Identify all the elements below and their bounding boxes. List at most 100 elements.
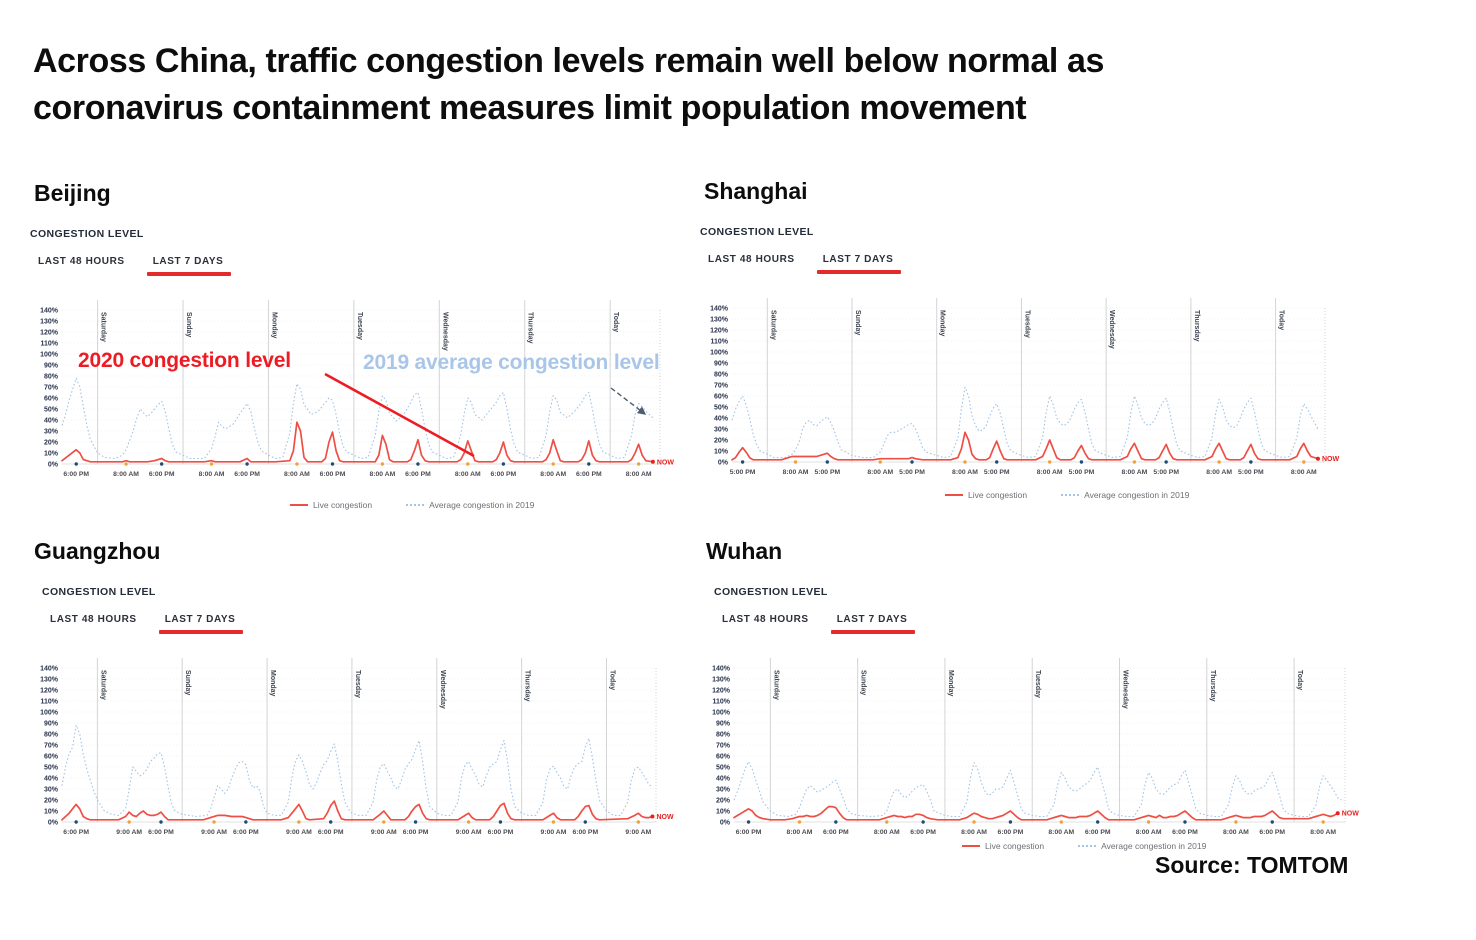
- tab-last-48-hours[interactable]: LAST 48 HOURS: [708, 254, 795, 265]
- pm-marker-dot-icon: [746, 820, 751, 824]
- y-tick-label: 60%: [714, 393, 729, 400]
- x-time-label: 6:00 PM: [491, 471, 517, 478]
- pm-marker-dot-icon: [1270, 820, 1274, 824]
- am-marker-dot-icon: [972, 820, 976, 824]
- am-marker-dot-icon: [885, 820, 889, 824]
- tab-last-48-hours[interactable]: LAST 48 HOURS: [722, 614, 809, 625]
- y-tick-label: 140%: [712, 665, 731, 672]
- x-time-label: 5:00 PM: [899, 469, 925, 476]
- tab-last-7-days[interactable]: LAST 7 DAYS: [823, 254, 894, 274]
- now-label: NOW: [1322, 456, 1340, 463]
- x-time-label: 8:00 AM: [787, 829, 813, 836]
- legend-live-congestion: Live congestion: [945, 490, 1027, 500]
- y-tick-label: 90%: [44, 720, 59, 727]
- pm-marker-dot-icon: [587, 462, 591, 466]
- y-tick-label: 50%: [44, 406, 59, 413]
- day-label: Monday: [947, 670, 954, 697]
- x-time-label: 8:00 AM: [1206, 469, 1232, 476]
- beijing-panel: Beijing CONGESTION LEVEL LAST 48 HOURS L…: [28, 180, 738, 540]
- pm-marker-dot-icon: [74, 462, 78, 466]
- wuhan-panel: Wuhan CONGESTION LEVEL LAST 48 HOURS LAS…: [700, 538, 1410, 898]
- now-marker-icon: [1335, 811, 1340, 816]
- y-tick-label: 100%: [40, 709, 59, 716]
- y-tick-label: 130%: [712, 676, 731, 683]
- x-time-label: 8:00 AM: [867, 469, 893, 476]
- pm-marker-dot-icon: [1164, 460, 1168, 464]
- x-time-label: 6:00 PM: [405, 471, 431, 478]
- x-time-label: 6:00 PM: [1172, 829, 1198, 836]
- city-title-beijing: Beijing: [34, 180, 111, 206]
- source-attribution: Source: TOMTOM: [1155, 852, 1349, 878]
- am-marker-dot-icon: [551, 462, 555, 466]
- am-marker-dot-icon: [466, 462, 470, 466]
- y-tick-label: 30%: [716, 786, 731, 793]
- y-tick-label: 0%: [720, 819, 731, 826]
- guangzhou-chart-svg: 140% 130% 120% 110% 100% 90% 80% 70% 60% 50% 40% 30…: [40, 658, 674, 836]
- day-label: Tuesday: [354, 670, 361, 698]
- am-marker-dot-icon: [466, 820, 471, 824]
- x-time-label: 6:00 PM: [63, 471, 89, 478]
- day-label: Today: [1278, 310, 1285, 330]
- y-tick-label: 100%: [712, 709, 731, 716]
- y-tick-label: 50%: [44, 764, 59, 771]
- wuhan-chart-canvas: 140% 130% 120% 110% 100% 90% 80% 70% 60% 50% 40% 30…: [700, 658, 1410, 848]
- y-tick-label: 10%: [716, 808, 731, 815]
- pm-marker-dot-icon: [910, 460, 914, 464]
- y-tick-label: 60%: [44, 395, 59, 402]
- day-label: Wednesday: [1108, 310, 1115, 349]
- y-tick-label: 110%: [40, 698, 58, 705]
- live-congestion-line: [61, 800, 654, 821]
- day-label: Today: [1296, 670, 1303, 690]
- y-tick-label: 80%: [714, 371, 729, 378]
- congestion-level-label: CONGESTION LEVEL: [30, 228, 144, 240]
- avg-2019-congestion-line: [731, 386, 1319, 459]
- guangzhou-panel: Guangzhou CONGESTION LEVEL LAST 48 HOURS…: [28, 538, 738, 898]
- y-tick-label: 130%: [710, 316, 729, 323]
- tab-last-7-days[interactable]: LAST 7 DAYS: [837, 614, 908, 634]
- tab-last-48-hours[interactable]: LAST 48 HOURS: [50, 614, 137, 625]
- y-tick-label: 120%: [40, 687, 59, 694]
- pm-marker-dot-icon: [244, 820, 248, 824]
- day-label: Thursday: [527, 312, 534, 344]
- y-tick-label: 0%: [718, 459, 729, 466]
- x-time-label: 5:00 PM: [1069, 469, 1095, 476]
- day-label: Wednesday: [1122, 670, 1129, 709]
- day-label: Saturday: [772, 670, 779, 700]
- pm-marker-dot-icon: [1079, 460, 1084, 464]
- now-marker-icon: [650, 814, 655, 819]
- blue-dotted-swatch-icon: [1078, 845, 1097, 847]
- y-tick-label: 110%: [712, 698, 730, 705]
- tab-last-7-days[interactable]: LAST 7 DAYS: [165, 614, 236, 634]
- x-time-label: 9:00 AM: [116, 829, 142, 836]
- y-tick-label: 120%: [40, 329, 59, 336]
- am-marker-dot-icon: [793, 460, 798, 464]
- x-time-label: 9:00 AM: [625, 829, 651, 836]
- tab-last-7-days[interactable]: LAST 7 DAYS: [153, 256, 224, 276]
- day-label: Sunday: [185, 312, 192, 337]
- am-marker-dot-icon: [878, 460, 882, 464]
- congestion-level-label: CONGESTION LEVEL: [42, 586, 156, 598]
- x-time-label: 5:00 PM: [984, 469, 1010, 476]
- city-title-guangzhou: Guangzhou: [34, 538, 161, 564]
- x-time-label: 6:00 PM: [572, 829, 598, 836]
- x-time-label: 8:00 AM: [199, 471, 225, 478]
- legend-average-2019: Average congestion in 2019: [406, 500, 534, 510]
- x-time-label: 6:00 PM: [148, 829, 174, 836]
- pm-marker-dot-icon: [921, 820, 925, 824]
- wuhan-legend: Live congestion Average congestion in 20…: [962, 841, 1206, 851]
- x-time-label: 8:00 AM: [1291, 469, 1317, 476]
- avg-2019-congestion-line: [61, 724, 653, 818]
- x-time-label: 8:00 AM: [783, 469, 809, 476]
- y-tick-label: 60%: [716, 753, 731, 760]
- y-tick-label: 140%: [40, 665, 59, 672]
- pm-marker-dot-icon: [825, 460, 830, 464]
- pm-marker-dot-icon: [245, 462, 249, 466]
- y-tick-label: 120%: [710, 327, 729, 334]
- y-tick-label: 50%: [714, 404, 729, 411]
- y-tick-label: 20%: [716, 797, 731, 804]
- tab-last-48-hours[interactable]: LAST 48 HOURS: [38, 256, 125, 267]
- pm-marker-dot-icon: [1249, 460, 1253, 464]
- am-marker-dot-icon: [209, 462, 214, 466]
- am-marker-dot-icon: [1302, 460, 1306, 464]
- y-tick-label: 90%: [714, 360, 729, 367]
